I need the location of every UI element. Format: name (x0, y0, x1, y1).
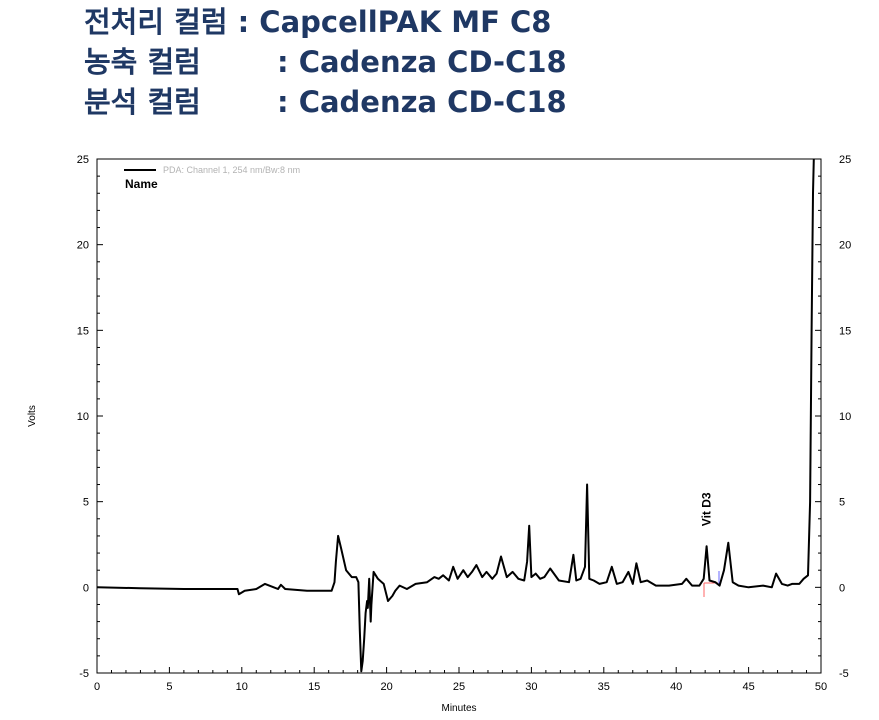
x-axis-label: Minutes (441, 703, 476, 714)
header-column-value: : Cadenza CD-C18 (277, 45, 567, 79)
column-info-header: 전처리 컬럼 : CapcellPAK MF C8 농축 컬럼 : Cadenza… (84, 2, 567, 122)
y-tick-label-right: 0 (839, 582, 845, 594)
y-tick-label-right: 15 (839, 325, 851, 337)
x-tick-label: 5 (166, 681, 172, 693)
header-line-concentration: 농축 컬럼 : Cadenza CD-C18 (84, 42, 567, 82)
header-column-name: 전처리 컬럼 (84, 5, 228, 39)
y-tick-label-right: 25 (839, 154, 851, 166)
y-tick-label-left: 10 (77, 411, 89, 423)
y-tick-label-left: -5 (79, 668, 89, 680)
y-tick-label-right: -5 (839, 668, 849, 680)
y-tick-label-left: 5 (83, 497, 89, 509)
x-tick-label: 35 (598, 681, 610, 693)
legend-name-label: Name (125, 177, 158, 191)
header-column-name: 농축 컬럼 (84, 45, 201, 79)
axis-ticks: 0 5 10 15 20 25 30 35 40 45 50 -5 -5 0 0 5 5 10 10 15 15 20 20… (77, 154, 852, 693)
x-tick-label: 15 (308, 681, 320, 693)
trace-layer (96, 158, 815, 673)
x-tick-label: 10 (236, 681, 248, 693)
x-tick-label: 45 (742, 681, 754, 693)
header-column-value: : Cadenza CD-C18 (277, 85, 567, 119)
y-tick-label-left: 20 (77, 240, 89, 252)
y-tick-label-left: 25 (77, 154, 89, 166)
header-line-analytical: 분석 컬럼 : Cadenza CD-C18 (84, 82, 567, 122)
header-column-value: : CapcellPAK MF C8 (237, 5, 552, 39)
x-tick-label: 30 (525, 681, 537, 693)
x-tick-label: 50 (815, 681, 827, 693)
chromatogram-trace (96, 158, 815, 673)
y-tick-label-right: 5 (839, 497, 845, 509)
y-axis-label: Volts (27, 405, 38, 427)
x-tick-label: 20 (380, 681, 392, 693)
header-column-name: 분석 컬럼 (84, 85, 201, 119)
x-tick-label: 0 (94, 681, 100, 693)
y-tick-label-right: 20 (839, 240, 851, 252)
x-tick-label: 40 (670, 681, 682, 693)
plot-frame (96, 158, 822, 674)
x-tick-label: 25 (453, 681, 465, 693)
y-tick-label-left: 15 (77, 325, 89, 337)
peak-label-vit-d3: Vit D3 (700, 492, 714, 526)
y-tick-label-right: 10 (839, 411, 851, 423)
legend-label: PDA: Channel 1, 254 nm/Bw:8 nm (163, 165, 300, 175)
header-line-pretreatment: 전처리 컬럼 : CapcellPAK MF C8 (84, 2, 567, 42)
y-tick-label-left: 0 (83, 582, 89, 594)
